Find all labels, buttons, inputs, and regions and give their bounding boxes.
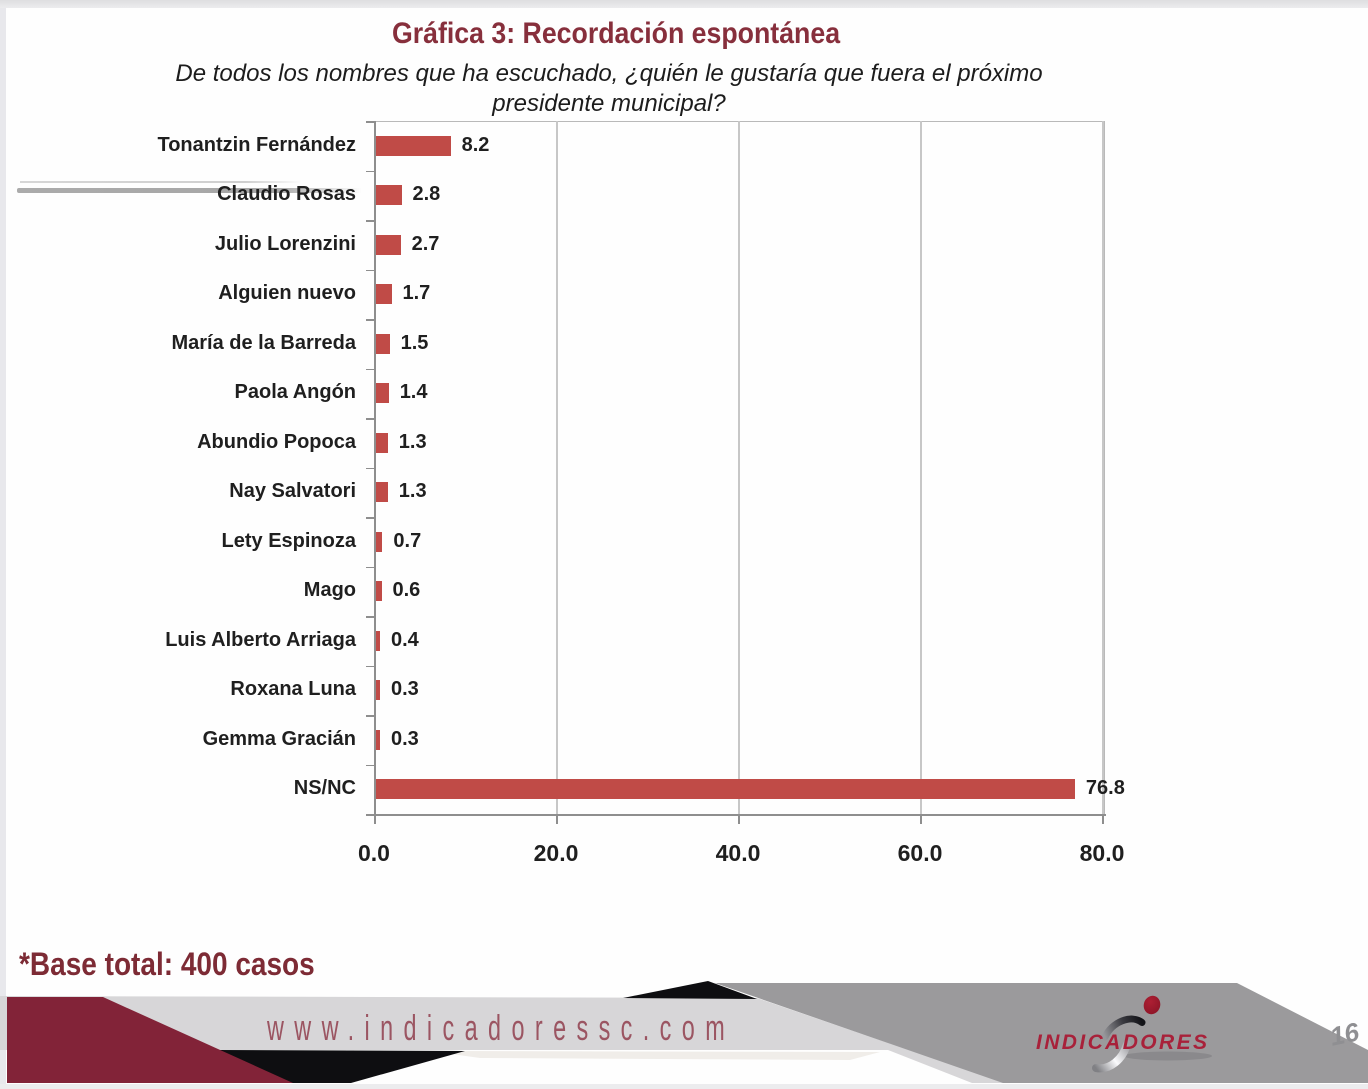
svg-text:INDICADORES: INDICADORES xyxy=(1036,1031,1209,1054)
